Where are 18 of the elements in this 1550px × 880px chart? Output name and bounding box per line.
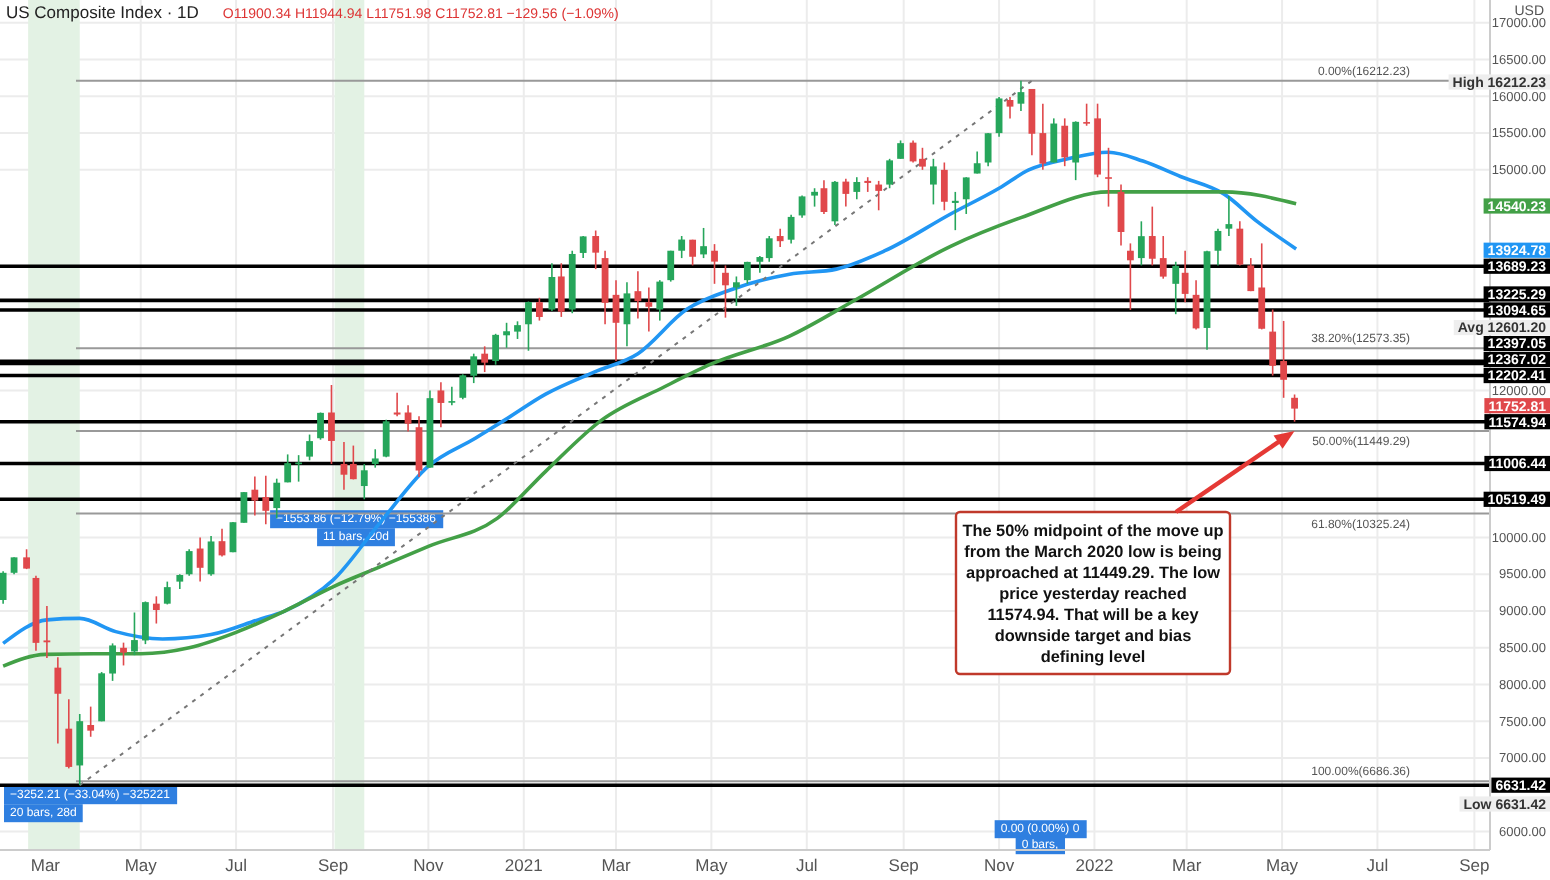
x-tick-label: Jul	[795, 855, 818, 876]
x-tick-label: May	[124, 855, 159, 876]
x-tick-label: Mar	[601, 855, 631, 876]
x-tick-label: Sep	[888, 855, 920, 876]
x-tick-label: Jul	[1366, 855, 1389, 876]
x-tick-label: May	[1265, 855, 1300, 876]
x-tick-label: Nov	[413, 855, 445, 876]
chart-title: US Composite Index · 1D	[6, 2, 199, 22]
x-tick-label: 2021	[504, 855, 544, 876]
x-tick-label: 2022	[1075, 855, 1114, 876]
x-tick-label: Mar	[1172, 855, 1202, 876]
x-tick-label: Nov	[983, 855, 1016, 876]
x-tick-label: Jul	[225, 855, 248, 876]
x-tick-label: Mar	[30, 855, 61, 876]
annotation: The 50% midpoint of the move up from the March 2020 low is being approached at 11449.29. The low price yesterday reached 11574.94. That will be a key downside target and bias defining level	[962, 522, 1224, 666]
x-tick-label: Sep	[1459, 855, 1491, 876]
x-tick-label: May	[695, 855, 729, 876]
x-tick-label: Sep	[317, 855, 349, 876]
